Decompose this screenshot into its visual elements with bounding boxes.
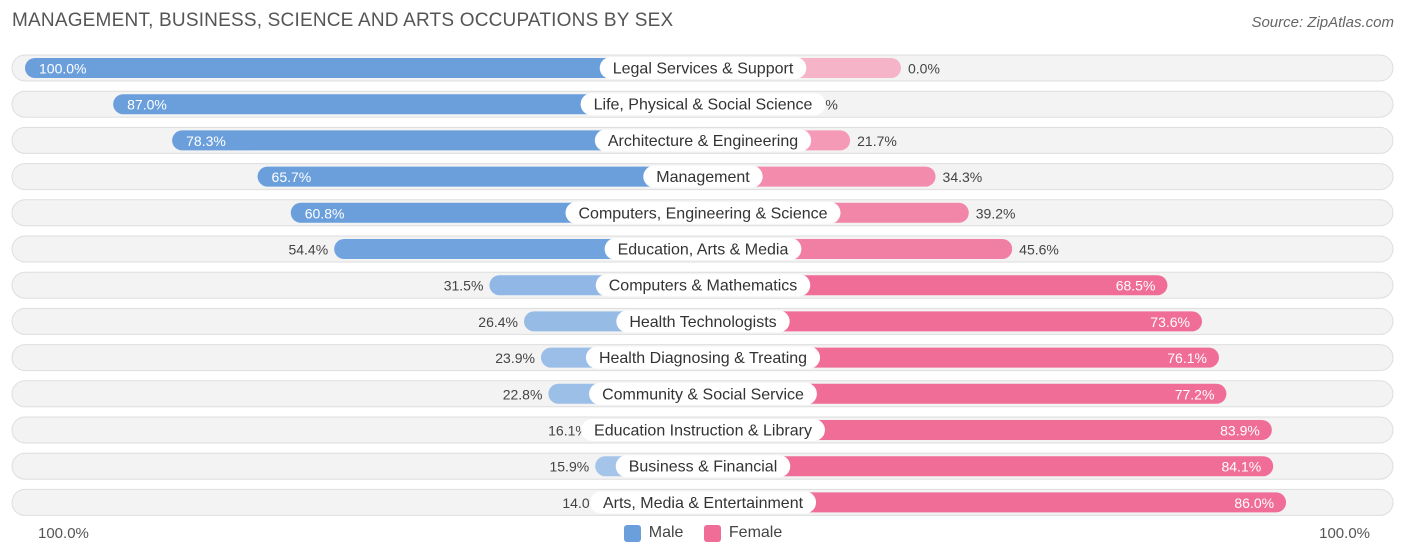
category-label-pill — [589, 382, 817, 405]
source-note: Source: ZipAtlas.com — [1251, 14, 1394, 31]
category-label-pill — [615, 455, 791, 478]
female-bar — [703, 420, 1272, 440]
legend-item-male: Male — [623, 524, 684, 542]
male-value-label: 23.9% — [495, 350, 535, 366]
female-value-label: 0.0% — [908, 61, 940, 77]
category-label: Arts, Media & Entertainment — [603, 495, 804, 512]
category-label-pill — [589, 491, 817, 514]
legend-swatch-male — [623, 524, 641, 542]
male-value-label: 65.7% — [272, 169, 312, 185]
male-value-label: 16.1% — [548, 423, 588, 439]
category-label: Management — [656, 169, 750, 186]
category-label: Business & Financial — [629, 459, 778, 476]
male-value-label: 87.0% — [127, 97, 167, 113]
category-label: Education Instruction & Library — [594, 423, 812, 440]
male-bar — [25, 58, 703, 78]
female-bar — [703, 275, 1168, 296]
male-bar — [113, 94, 703, 115]
category-label-pill — [581, 419, 825, 441]
category-label: Legal Services & Support — [613, 61, 794, 78]
category-label-pill — [599, 57, 807, 79]
male-value-label: 100.0% — [39, 61, 86, 77]
category-label: Computers & Mathematics — [609, 278, 798, 295]
legend-swatch-female — [703, 524, 721, 542]
female-value-label: 21.7% — [857, 133, 897, 149]
female-value-label: 86.0% — [1234, 495, 1274, 511]
category-label-pill — [595, 274, 811, 297]
female-value-label: 76.1% — [1167, 350, 1207, 366]
female-value-label: 77.2% — [1175, 386, 1215, 402]
female-value-label: 84.1% — [1221, 459, 1261, 475]
category-label-pill — [565, 201, 841, 224]
category-label: Health Technologists — [629, 314, 776, 331]
male-value-label: 31.5% — [444, 278, 484, 294]
female-bar — [703, 311, 1203, 332]
chart-title: MANAGEMENT, BUSINESS, SCIENCE AND ARTS O… — [12, 10, 674, 31]
female-bar — [703, 383, 1227, 404]
male-bar — [172, 130, 704, 151]
female-value-label: 39.2% — [976, 205, 1016, 221]
male-value-label: 78.3% — [186, 133, 226, 149]
male-value-label: 26.4% — [478, 314, 518, 330]
female-bar — [703, 347, 1219, 368]
category-label: Community & Social Service — [602, 386, 804, 403]
female-value-label: 34.3% — [943, 169, 983, 185]
female-bar — [703, 456, 1274, 477]
male-value-label: 54.4% — [288, 242, 328, 258]
axis-right-label: 100.0% — [1319, 525, 1370, 542]
legend-item-female: Female — [703, 524, 783, 542]
female-value-label: 68.5% — [1116, 278, 1156, 294]
female-bar — [703, 492, 1287, 513]
category-label: Health Diagnosing & Treating — [599, 350, 807, 367]
male-value-label: 22.8% — [503, 386, 543, 402]
legend-label-female: Female — [728, 524, 783, 541]
female-value-label: 73.6% — [1150, 314, 1190, 330]
legend-label-male: Male — [648, 524, 684, 541]
category-label-pill — [585, 346, 821, 369]
category-label-pill — [643, 165, 763, 188]
axis-left-label: 100.0% — [38, 525, 89, 542]
category-label: Life, Physical & Social Science — [594, 97, 813, 114]
category-label-pill — [616, 310, 790, 333]
male-bar — [257, 166, 703, 187]
male-value-label: 15.9% — [549, 459, 589, 475]
female-value-label: 45.6% — [1019, 242, 1059, 258]
legend: Male Female — [0, 524, 1406, 547]
category-label-pill — [594, 129, 812, 152]
male-value-label: 60.8% — [305, 205, 345, 221]
category-label-pill — [580, 93, 826, 116]
category-label-pill — [604, 238, 802, 260]
category-label: Education, Arts & Media — [618, 242, 789, 259]
category-label: Computers, Engineering & Science — [578, 205, 827, 222]
female-value-label: 83.9% — [1220, 423, 1260, 439]
category-label: Architecture & Engineering — [608, 133, 798, 150]
